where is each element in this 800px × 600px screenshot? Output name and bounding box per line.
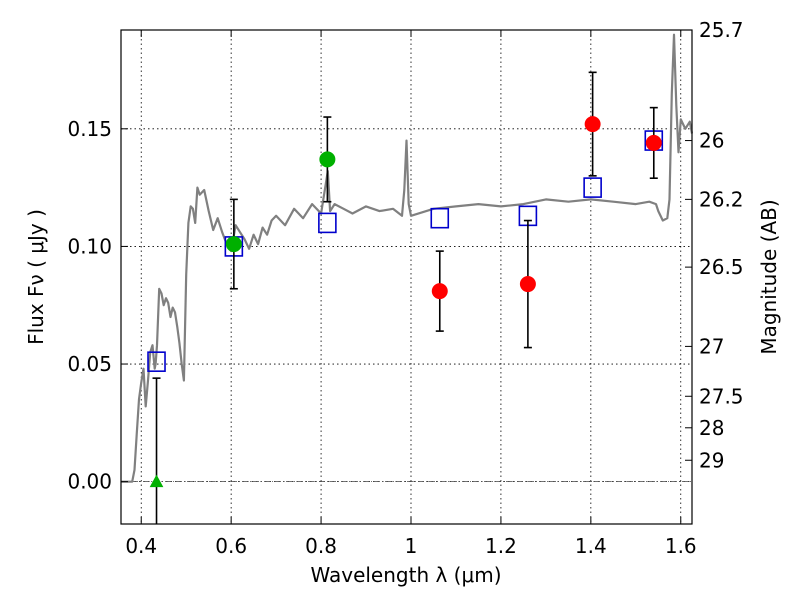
model-point-square [583,177,602,198]
x-tick-label: 1.2 [485,534,517,558]
x-tick-label: 0.6 [215,534,247,558]
observed-point [319,151,336,168]
x-axis-label: Wavelength λ (μm) [310,563,501,587]
mag-tick-label: 27 [699,334,724,358]
x-tick-label: 1.4 [575,534,607,558]
tick-layer: 0.4 0.6 0.8 1 1.2 1.4 1.6 0.00 0.05 0.10 0.15 25.7 2… [67,18,743,558]
model-sed-layer [121,33,694,483]
x-tick-label: 0.8 [305,534,337,558]
observed-point [645,134,662,151]
x-tick-label: 1.6 [665,534,697,558]
observed-point [584,116,601,133]
mag-tick-label: 28 [699,416,724,440]
x-tick-label: 0.4 [125,534,157,558]
y2-axis-label: Magnitude (AB) [757,199,781,354]
model-point-square [147,351,166,372]
mag-tick-label: 25.7 [699,18,744,42]
y-tick-label: 0.05 [67,352,112,376]
model-point-square [430,207,450,229]
mag-tick-label: 26.5 [699,255,744,279]
y-axis-label: Flux Fν ( μJy ) [24,209,48,345]
y-tick-label: 0.15 [67,117,112,141]
model-sed-line [121,33,694,483]
mag-tick-label: 26 [699,129,724,153]
mag-tick-label: 27.5 [699,384,744,408]
x-tick-label: 1 [405,534,418,558]
grid-layer [121,30,692,524]
mag-tick-label: 29 [699,448,724,472]
observed-point [519,276,536,293]
observed-point [225,236,242,253]
observed-upper-limit-triangle [149,474,164,488]
mag-tick-label: 26.2 [699,187,744,211]
observed-point [431,283,448,300]
y-tick-label: 0.00 [67,470,112,494]
y-tick-label: 0.10 [67,234,112,258]
plot-frame [120,29,693,525]
model-point-square [318,212,337,234]
observed-points-layer [149,71,662,524]
